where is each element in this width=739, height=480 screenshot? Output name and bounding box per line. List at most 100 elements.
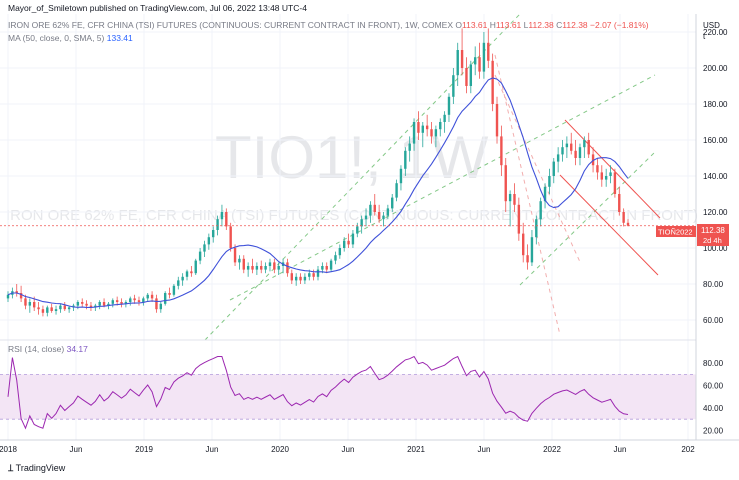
candle-body [28, 302, 32, 306]
o-label: O [455, 20, 463, 30]
candle-body [373, 204, 376, 212]
candle-body [452, 75, 455, 97]
candle-body [89, 305, 93, 308]
candle-body [421, 125, 424, 133]
legend-rsi: RSI (14, close) 34.17 [8, 344, 88, 354]
grid-lines [0, 14, 696, 440]
candle-body [312, 273, 315, 277]
candle-body [412, 122, 416, 144]
candle-body [487, 42, 490, 61]
candle-body [155, 298, 158, 310]
candle-body [504, 165, 507, 202]
rsi-tick-label: 80.00 [703, 359, 724, 368]
candle-body [329, 260, 333, 270]
candle-body [526, 255, 529, 263]
candle-body [277, 266, 280, 270]
price-axis-unit: t [703, 32, 706, 41]
candle-body [596, 165, 599, 173]
candle-body [32, 302, 36, 308]
candle-body [185, 271, 189, 277]
candle-body [50, 307, 53, 311]
footer-brand[interactable]: ⟘ TradingView [8, 463, 65, 474]
price-tick-label: 220.00 [703, 28, 728, 37]
candle-body [508, 194, 512, 202]
candle-body [294, 276, 298, 281]
candle-body [177, 280, 180, 286]
time-tick-label: Jun [70, 445, 83, 454]
rsi-axis[interactable]: 80.00 60.00 40.00 20.00 [703, 359, 724, 435]
o-value: 113.61 [462, 20, 488, 30]
candle-body [425, 125, 429, 130]
candle-body [325, 266, 328, 270]
candle-body [570, 143, 573, 151]
candle-body [587, 140, 590, 155]
price-axis[interactable]: 220.00 200.00 180.00 160.00 140.00 120.00 100.… [703, 28, 728, 325]
brand-name: TradingView [15, 463, 66, 473]
time-tick-label: Jun [478, 445, 491, 454]
candle-body [321, 266, 324, 270]
symbol-tag-box [656, 226, 696, 237]
candle-body [24, 298, 27, 306]
candle-body [552, 161, 555, 176]
candle-body [578, 147, 582, 158]
candle-body [124, 302, 128, 304]
time-tick-label: 2021 [407, 445, 425, 454]
candle-body [207, 237, 211, 245]
candle-body [456, 50, 459, 76]
candle-body [465, 68, 468, 86]
candle-body [495, 104, 499, 137]
candle-body [395, 183, 398, 198]
price-tick-label: 100.00 [703, 244, 728, 253]
candle-body [37, 307, 40, 310]
candle-body [111, 300, 114, 304]
candle-body [98, 302, 101, 306]
candle-body [583, 140, 586, 148]
candle-body [548, 176, 551, 187]
candle-body [67, 307, 71, 310]
time-axis[interactable]: 2018 Jun 2019 Jun 2020 Jun 2021 Jun 2022 Jun 202 [0, 445, 695, 454]
time-tick-label: 202 [681, 445, 695, 454]
candle-body [251, 266, 254, 270]
publisher-line: Mayor_of_Smiletown published on TradingV… [8, 3, 307, 13]
candle-body [59, 305, 62, 310]
candle-body [172, 285, 176, 295]
rsi-label[interactable]: RSI (14, close) [8, 344, 65, 354]
candle-body [46, 307, 49, 313]
candle-body [539, 201, 542, 220]
candle-body [338, 248, 342, 256]
rsi-tick-label: 40.00 [703, 404, 724, 413]
l-label: L [523, 20, 529, 30]
candle-body [404, 150, 407, 169]
candle-body [303, 276, 307, 281]
candle-body [225, 212, 228, 227]
candle-body [351, 233, 355, 245]
candle-body [342, 240, 346, 248]
h-value: 113.61 [495, 20, 522, 30]
candle-body [203, 244, 206, 252]
candle-body [316, 269, 320, 277]
candle-body [107, 303, 110, 306]
candle-body [233, 248, 237, 263]
candle-body [238, 258, 241, 263]
ma-label[interactable]: MA (50, close, 0, SMA, 5) [8, 33, 105, 43]
candle-body [399, 168, 403, 184]
candle-body [360, 219, 363, 227]
candle-body [242, 258, 245, 270]
symbol-title[interactable]: IRON ORE 62% FE, CFR CHINA (TSI) FUTURES… [8, 20, 454, 30]
h-label: H [489, 20, 496, 30]
candle-body [626, 222, 630, 226]
candle-body [622, 212, 625, 223]
last-price-box [697, 224, 729, 246]
candle-body [430, 129, 433, 137]
candle-body [264, 266, 267, 270]
candle-body [6, 294, 10, 299]
candle-body [19, 293, 23, 299]
candle-body [85, 303, 88, 306]
candle-body [347, 240, 350, 245]
candle-body [216, 219, 219, 230]
candle-body [115, 300, 119, 302]
candle-body [408, 143, 411, 151]
price-tick-label: 160.00 [703, 136, 728, 145]
time-tick-label: Jun [342, 445, 355, 454]
